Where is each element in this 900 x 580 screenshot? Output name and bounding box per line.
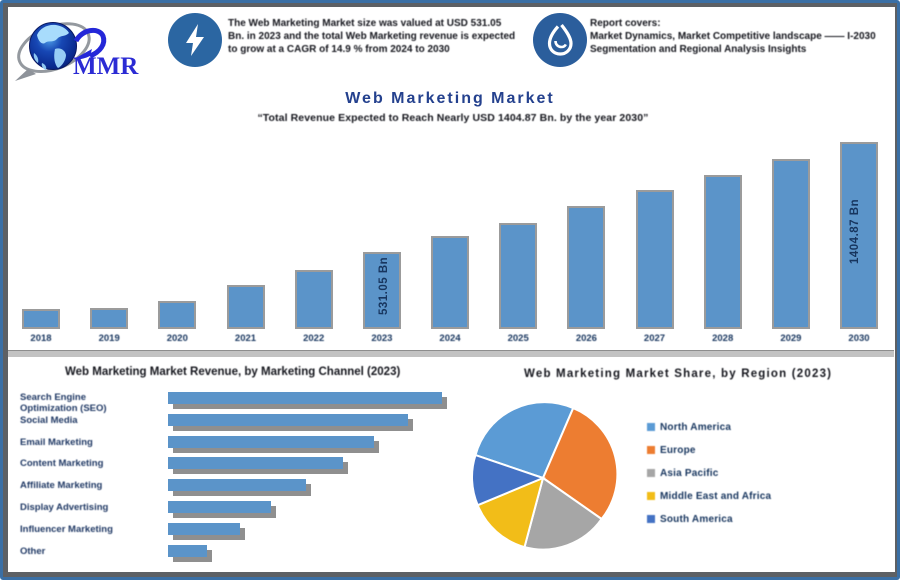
- svg-text:MMR: MMR: [73, 53, 139, 80]
